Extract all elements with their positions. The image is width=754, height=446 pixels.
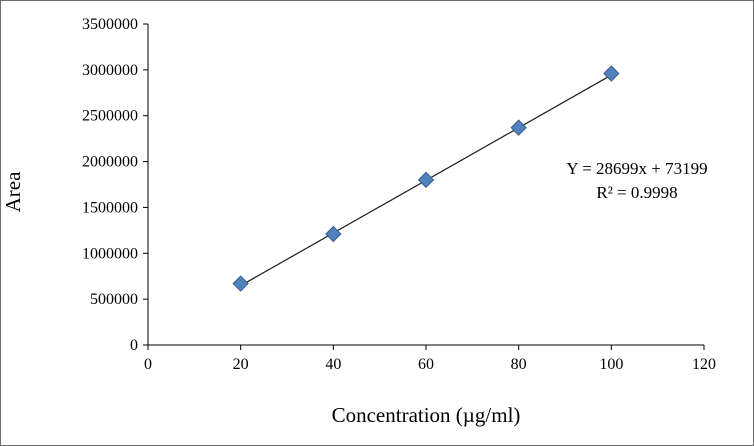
data-point-marker bbox=[232, 275, 249, 292]
x-tick-label: 20 bbox=[233, 356, 249, 373]
x-tick-label: 0 bbox=[144, 356, 152, 373]
data-point-marker bbox=[603, 65, 620, 82]
y-tick-label: 1500000 bbox=[82, 199, 138, 216]
data-series bbox=[232, 65, 620, 292]
tick-marks bbox=[143, 23, 705, 350]
y-tick-label: 500000 bbox=[90, 291, 138, 308]
x-tick-label: 80 bbox=[511, 356, 527, 373]
x-axis-title: Concentration (µg/ml) bbox=[332, 403, 521, 427]
y-tick-label: 1000000 bbox=[82, 245, 138, 262]
tick-labels: 0 20 40 60 80 100 120 0 500000 1000000 1500000 2000… bbox=[82, 16, 716, 373]
y-tick-label: 0 bbox=[130, 337, 138, 354]
r-squared-label: R² = 0.9998 bbox=[596, 183, 677, 202]
y-tick-label: 2500000 bbox=[82, 108, 138, 125]
x-tick-label: 60 bbox=[418, 356, 434, 373]
y-axis-title: Area bbox=[1, 171, 25, 212]
y-tick-label: 2000000 bbox=[82, 154, 138, 171]
data-point-marker bbox=[510, 119, 527, 136]
data-point-marker bbox=[417, 171, 435, 189]
y-tick-label: 3000000 bbox=[82, 62, 138, 79]
y-tick-label: 3500000 bbox=[82, 16, 138, 33]
x-tick-label: 100 bbox=[599, 356, 623, 373]
x-tick-label: 40 bbox=[325, 356, 341, 373]
x-tick-label: 120 bbox=[692, 356, 716, 373]
trendline-equation-label: Y = 28699x + 73199 bbox=[566, 159, 707, 178]
data-point-marker bbox=[325, 225, 342, 243]
